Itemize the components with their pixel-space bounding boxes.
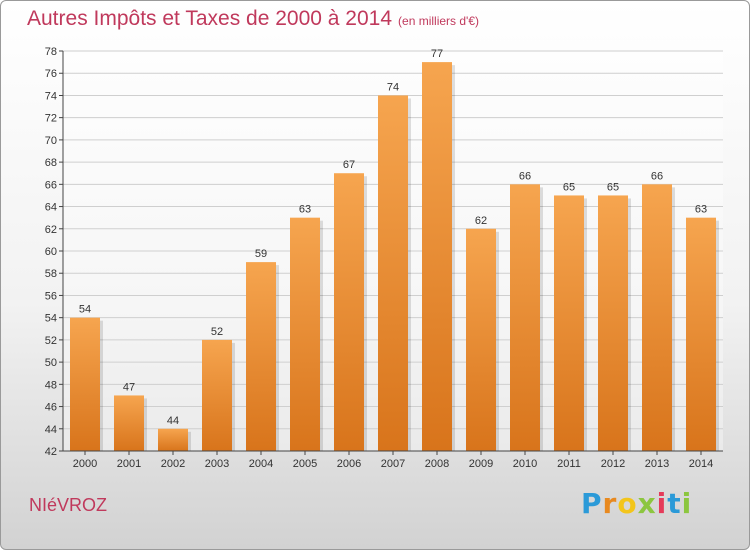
bar-2005 bbox=[290, 217, 320, 451]
y-tick-label: 46 bbox=[45, 402, 57, 414]
bar-2003 bbox=[202, 339, 232, 451]
x-tick-label: 2007 bbox=[381, 458, 405, 470]
x-tick-label: 2000 bbox=[73, 458, 97, 470]
y-axis: 42 44 46 48 50 52 54 56 58 60 62 64 66 68 70 72 74 76 78 bbox=[45, 46, 64, 458]
logo-letter: r bbox=[602, 487, 618, 520]
bars: 54 47 44 52 59 63 67 74 77 62 66 65 65 66 63 bbox=[70, 48, 719, 452]
bar-value-label: 66 bbox=[519, 170, 531, 182]
y-tick-label: 58 bbox=[45, 268, 57, 280]
y-tick-label: 44 bbox=[45, 424, 57, 436]
y-tick-label: 66 bbox=[45, 179, 57, 191]
x-tick-label: 2013 bbox=[645, 458, 669, 470]
bar-value-label: 67 bbox=[343, 159, 355, 171]
bar-value-label: 47 bbox=[123, 381, 135, 393]
logo-letter: i bbox=[681, 487, 693, 520]
bar-2010 bbox=[510, 184, 540, 452]
bar-value-label: 65 bbox=[607, 181, 619, 193]
chart-title: Autres Impôts et Taxes de 2000 à 2014 (en… bbox=[27, 7, 479, 31]
y-tick-label: 52 bbox=[45, 335, 57, 347]
y-tick-label: 78 bbox=[45, 46, 57, 58]
bar-2013 bbox=[642, 184, 672, 452]
x-tick-label: 2008 bbox=[425, 458, 449, 470]
y-tick-label: 64 bbox=[45, 202, 57, 214]
bar-2008 bbox=[422, 62, 452, 451]
bar-value-label: 66 bbox=[651, 170, 663, 182]
logo-letter: i bbox=[656, 487, 668, 520]
bar-2014 bbox=[686, 217, 716, 451]
bar-value-label: 63 bbox=[299, 204, 311, 216]
x-tick-label: 2014 bbox=[689, 458, 713, 470]
y-tick-label: 74 bbox=[45, 90, 57, 102]
x-tick-label: 2011 bbox=[557, 458, 581, 470]
y-tick-label: 56 bbox=[45, 290, 57, 302]
x-tick-label: 2009 bbox=[469, 458, 493, 470]
logo-letter: P bbox=[581, 487, 603, 520]
logo-letter: o bbox=[617, 487, 638, 520]
bar-value-label: 52 bbox=[211, 326, 223, 338]
bar-value-label: 74 bbox=[387, 81, 399, 93]
bar-2004 bbox=[246, 262, 276, 451]
bar-2011 bbox=[554, 195, 584, 451]
bar-value-label: 54 bbox=[79, 304, 91, 316]
chart-title-text: Autres Impôts et Taxes de 2000 à 2014 bbox=[27, 7, 393, 30]
bar-value-label: 59 bbox=[255, 248, 267, 260]
bar-value-label: 44 bbox=[167, 415, 179, 427]
x-tick-label: 2006 bbox=[337, 458, 361, 470]
x-tick-label: 2003 bbox=[205, 458, 229, 470]
bar-2009 bbox=[466, 228, 496, 451]
logo-letter: t bbox=[667, 487, 682, 520]
y-tick-label: 50 bbox=[45, 357, 57, 369]
y-tick-label: 70 bbox=[45, 135, 57, 147]
y-tick-label: 42 bbox=[45, 446, 57, 458]
x-tick-label: 2012 bbox=[601, 458, 625, 470]
bar-2012 bbox=[598, 195, 628, 451]
x-axis: 2000 2001 2002 2003 2004 2005 2006 2007 2008 2009… bbox=[63, 450, 723, 470]
bar-2001 bbox=[114, 395, 144, 451]
chart-subtitle: (en milliers d'€) bbox=[398, 14, 480, 28]
x-tick-label: 2002 bbox=[161, 458, 185, 470]
bar-value-label: 63 bbox=[695, 204, 707, 216]
proxiti-logo[interactable]: Proxiti bbox=[581, 487, 692, 520]
y-tick-label: 62 bbox=[45, 224, 57, 236]
logo-letter: x bbox=[637, 487, 657, 520]
bar-2000 bbox=[70, 317, 100, 451]
bar-value-label: 77 bbox=[431, 48, 443, 60]
bar-2002 bbox=[158, 428, 188, 451]
x-tick-label: 2001 bbox=[117, 458, 141, 470]
bar-2007 bbox=[378, 95, 408, 451]
y-tick-label: 48 bbox=[45, 379, 57, 391]
y-tick-label: 54 bbox=[45, 313, 57, 325]
x-tick-label: 2005 bbox=[293, 458, 317, 470]
y-tick-label: 60 bbox=[45, 246, 57, 258]
bar-value-label: 65 bbox=[563, 181, 575, 193]
y-tick-label: 72 bbox=[45, 113, 57, 125]
x-tick-label: 2010 bbox=[513, 458, 537, 470]
commune-name: NIéVROZ bbox=[29, 495, 108, 515]
x-tick-label: 2004 bbox=[249, 458, 273, 470]
bar-value-label: 62 bbox=[475, 215, 487, 227]
y-tick-label: 68 bbox=[45, 157, 57, 169]
bar-2006 bbox=[334, 173, 364, 451]
y-tick-label: 76 bbox=[45, 68, 57, 80]
